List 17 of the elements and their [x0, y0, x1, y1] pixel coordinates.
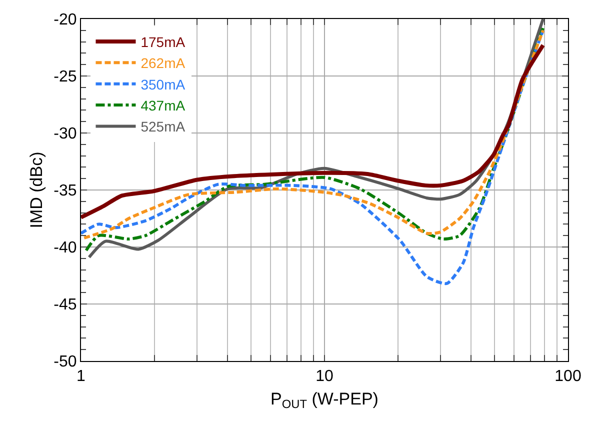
x-tick-label: 10: [316, 368, 334, 386]
y-tick-label: -40: [54, 240, 77, 257]
legend-label: 175mA: [140, 34, 186, 50]
x-tick-label: 1: [76, 368, 86, 386]
y-tick-label: -45: [54, 296, 77, 314]
y-tick-label: -35: [54, 182, 77, 200]
y-tick-label: -25: [54, 68, 77, 86]
legend-label: 262mA: [140, 55, 186, 72]
y-tick-label: -50: [54, 354, 77, 371]
y-tick-label: -30: [54, 126, 77, 143]
legend-label: 525mA: [140, 118, 186, 135]
legend-label: 437mA: [140, 98, 186, 114]
x-axis-title: P$_{OUT}$ (W-PEP): [270, 390, 378, 412]
x-tick-label: 100: [554, 368, 582, 386]
y-tick-label: -20: [54, 12, 77, 29]
y-axis-title: IMD (dBc): [27, 152, 46, 228]
legend-label: 350mA: [140, 76, 186, 92]
